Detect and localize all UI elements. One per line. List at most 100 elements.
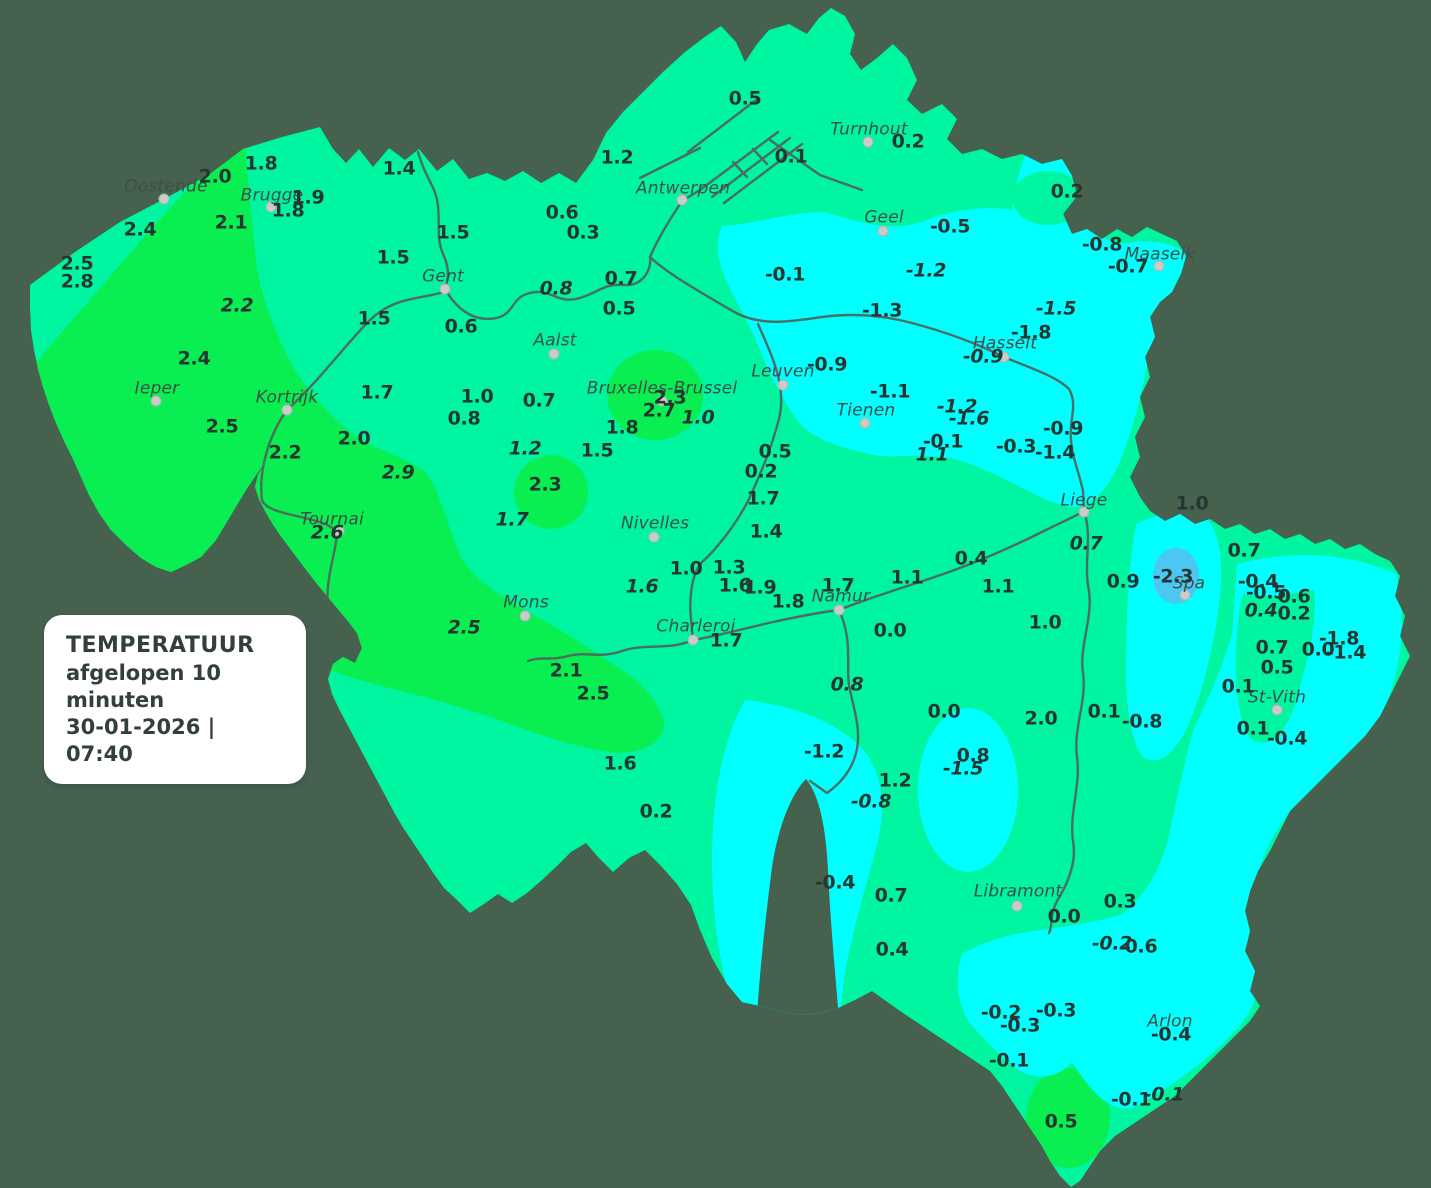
temp-reading: -0.3 [1035,999,1077,1022]
temp-reading: -0.2 [1091,932,1133,955]
temp-reading: 0.6 [545,201,579,224]
temp-reading: 0.7 [522,389,556,412]
temp-reading: -0.9 [962,345,1004,368]
city-label-ieper: Ieper [134,378,180,399]
temp-reading: 0.5 [728,87,762,110]
temp-reading: -0.9 [1042,417,1084,440]
temp-reading: -2.3 [1152,565,1194,588]
city-label-st-vith: St-Vith [1247,687,1307,708]
temp-reading: 2.8 [60,270,94,293]
city-dot-liege [1078,506,1090,518]
zone-warm-center [514,455,588,529]
temp-reading: 2.4 [123,218,157,241]
city-label-antwerpen: Antwerpen [635,178,731,199]
city-dot-maaseik [1153,260,1165,272]
temp-reading: 0.1 [1087,700,1121,723]
temp-reading: 1.7 [495,508,529,531]
temp-reading: -1.6 [948,407,990,430]
antwerp-harbor-docks [638,98,864,205]
city-label-tienen: Tienen [836,400,896,421]
temp-reading: 2.0 [337,427,371,450]
city-dot-leuven [777,379,789,391]
city-label-liege: Liege [1060,490,1108,511]
city-label-brugge: Brugge [240,185,304,206]
zone-mild-stvith-strip [1235,590,1315,743]
temp-reading: 1.5 [580,439,614,462]
temp-reading: -1.1 [869,380,911,403]
france-givet-notch [756,779,840,1030]
temp-reading: 0.5 [1044,1110,1078,1133]
temp-reading: 0.4 [875,938,909,961]
city-label-geel: Geel [864,207,904,228]
temp-reading: 2.2 [220,294,254,317]
zone-warm-west [30,128,664,753]
temp-reading: 1.0 [1028,611,1062,634]
city-dot-st-vith [1271,704,1283,716]
temp-reading: 2.5 [576,682,610,705]
temp-reading: 0.8 [447,407,481,430]
temp-reading: 1.1 [981,575,1015,598]
city-label-gent: Gent [422,266,464,287]
temp-reading: 0.3 [566,221,600,244]
temp-reading: -0.1 [764,263,806,286]
temp-reading: 0.2 [1277,602,1311,625]
city-label-leuven: Leuven [751,361,815,382]
city-label-aalst: Aalst [533,330,577,351]
city-dot-libramont [1011,900,1023,912]
temp-reading: -0.1 [988,1049,1030,1072]
city-label-kortrijk: Kortrijk [255,387,319,408]
temp-reading: 0.5 [602,297,636,320]
temp-reading: 2.5 [205,415,239,438]
temp-reading: -1.8 [1318,627,1360,650]
temp-reading: 0.7 [874,884,908,907]
temp-reading: -0.4 [1237,570,1279,593]
temp-reading: 1.1 [890,566,924,589]
temp-reading: 0.7 [604,267,638,290]
temp-reading: 1.2 [600,146,634,169]
temp-reading: -0.8 [850,790,892,813]
temp-reading: 0.2 [891,130,925,153]
city-dot-nivelles [648,531,660,543]
temp-reading: 1.5 [436,221,470,244]
temp-reading: 2.0 [1024,707,1058,730]
temp-reading: 1.0 [669,557,703,580]
temp-reading: 1.3 [712,556,746,579]
temp-reading: 1.6 [625,575,659,598]
temp-reading: 1.2 [508,437,542,460]
city-label-libramont: Libramont [973,881,1063,902]
city-dot-bruxelles-brussel [656,395,668,407]
temp-reading: -1.4 [1325,641,1367,664]
temp-reading: -1.5 [1035,297,1077,320]
city-dot-charleroi [687,634,699,646]
temp-reading: 0.9 [1106,570,1140,593]
temp-reading: 2.2 [268,441,302,464]
temp-reading: 0.7 [1227,539,1261,562]
temp-reading: 1.0 [1175,492,1209,515]
city-label-nivelles: Nivelles [620,513,690,534]
zone-warm-south-tip [1026,1068,1110,1168]
temp-reading: -0.8 [1081,233,1123,256]
temp-reading: 0.7 [1069,532,1103,555]
temp-reading: 1.7 [360,381,394,404]
temp-reading: 1.8 [244,152,278,175]
zone-cold-famenne [918,708,1018,872]
temp-reading: -0.9 [806,353,848,376]
temp-reading: -0.1 [922,430,964,453]
city-dot-tienen [859,417,871,429]
temp-reading: 0.0 [873,619,907,642]
temp-reading: 0.5 [1260,656,1294,679]
temp-reading: -0.2 [980,1001,1022,1024]
temp-reading: -0.1 [1110,1088,1152,1111]
temp-reading: -1.8 [1010,321,1052,344]
legend-title: TEMPERATUUR [66,633,255,658]
city-label-spa: Spa [1172,573,1206,594]
temp-reading: -1.2 [936,395,978,418]
city-label-bruxelles-brussel: Bruxelles-Brussel [586,378,738,399]
temp-reading: 1.9 [291,186,325,209]
temp-reading: 0.3 [1103,890,1137,913]
city-dot-aalst [548,348,560,360]
temp-reading: 1.6 [603,752,637,775]
legend-datetime: 30-01-2026 | 07:40 [66,715,216,767]
temp-reading: 1.4 [382,157,416,180]
temp-reading: -1.2 [803,740,845,763]
